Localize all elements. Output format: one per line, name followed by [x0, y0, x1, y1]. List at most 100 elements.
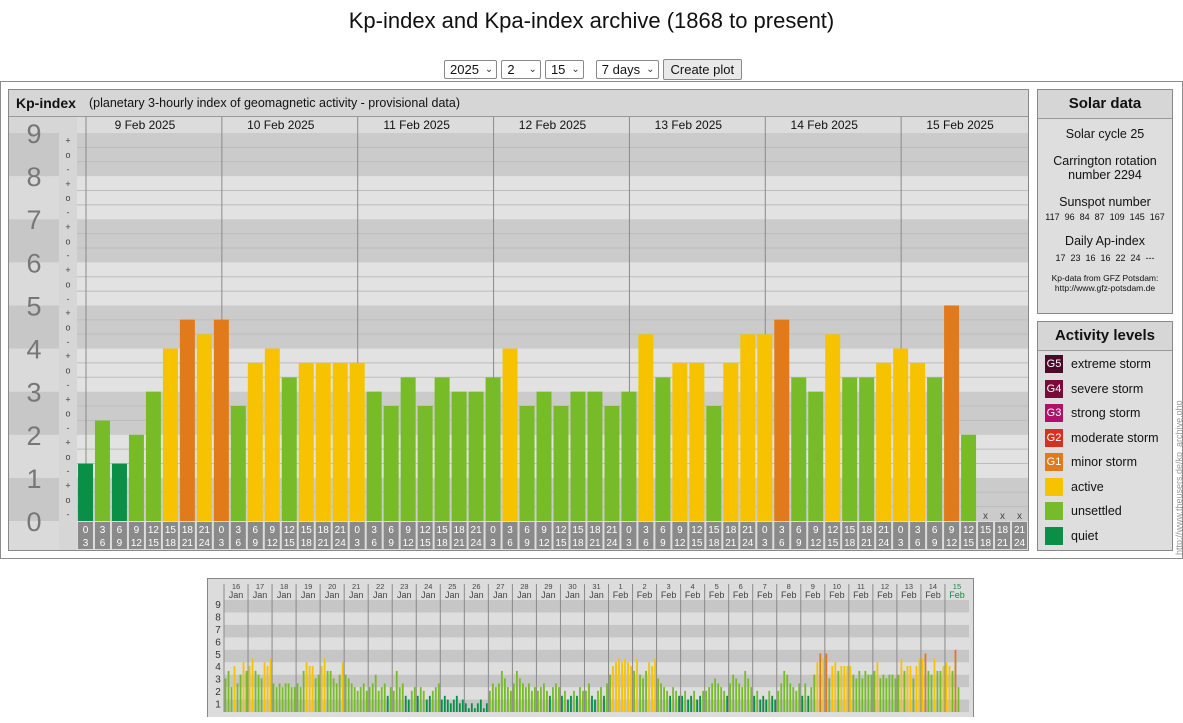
mini-kp-bar	[906, 665, 909, 712]
mini-kp-bar	[479, 699, 482, 712]
mini-kp-bar	[624, 658, 626, 712]
minor-tick-label: o	[65, 452, 70, 462]
hour-label-cell	[298, 522, 314, 549]
mini-day-number: 25	[448, 582, 456, 591]
period-select[interactable]: 7 days ⌄	[595, 60, 659, 79]
minor-tick-label: +	[65, 136, 70, 146]
solar-cycle: Solar cycle 25	[1065, 127, 1145, 141]
hour-label-cell	[927, 522, 943, 549]
year-select[interactable]: 2025 ⌄	[444, 60, 498, 79]
mini-kp-bar	[645, 670, 647, 712]
mini-kp-bar	[786, 674, 789, 712]
mini-day-number: 7	[763, 582, 767, 591]
mini-kp-bar	[446, 699, 449, 712]
mini-kp-bar	[714, 678, 717, 712]
hour-label-cell	[315, 522, 331, 549]
hour-end-label: 24	[606, 538, 618, 549]
mini-kp-bar	[263, 662, 266, 712]
hour-start-label: 3	[507, 525, 513, 536]
minor-tick-label: +	[65, 394, 70, 404]
hour-end-label: 12	[946, 538, 958, 549]
hour-label-cell	[876, 522, 892, 549]
mini-kp-bar	[684, 690, 687, 712]
day-select[interactable]: 15 ⌄	[544, 60, 584, 79]
hour-end-label: 18	[165, 538, 177, 549]
hour-label-cell	[468, 522, 484, 549]
mini-y-tick-label: 7	[215, 625, 221, 636]
kp-bar	[451, 391, 467, 521]
mini-kp-bar	[852, 674, 855, 712]
hour-end-label: 6	[371, 538, 377, 549]
mini-kp-bar	[422, 690, 425, 712]
mini-kp-bar	[242, 662, 245, 712]
mini-kp-bar	[798, 683, 801, 712]
kp-level-band	[77, 305, 1028, 349]
hour-start-label: 6	[660, 525, 666, 536]
minor-tick-label: +	[65, 351, 70, 361]
minor-tick-label: +	[65, 308, 70, 318]
mini-kp-bar	[488, 690, 491, 712]
mini-kp-bar	[795, 690, 798, 712]
hour-label-cell	[723, 522, 739, 549]
kp-bar	[383, 405, 399, 521]
hour-end-label: 9	[253, 538, 259, 549]
mini-kp-bar	[494, 687, 497, 712]
hour-label-cell	[230, 522, 246, 549]
hour-start-label: 3	[915, 525, 921, 536]
mini-kp-bar	[311, 665, 314, 712]
mini-kp-bar	[329, 670, 332, 712]
mini-kp-bar	[341, 662, 344, 712]
minor-tick-label: o	[65, 366, 70, 376]
ap-index-label: Daily Ap-index	[1065, 234, 1145, 248]
hour-label-cell	[672, 522, 688, 549]
mini-kp-bar	[371, 683, 374, 712]
mini-kp-bar	[528, 683, 530, 712]
hour-label-cell	[757, 522, 773, 549]
hour-end-label: 24	[335, 538, 347, 549]
carrington-line-1: Carrington rotation	[1053, 154, 1157, 168]
mini-kp-bar	[768, 690, 771, 712]
activity-levels-panel: Activity levels G5 extreme storm G4 severe …	[1037, 321, 1173, 551]
mini-kp-bar	[957, 687, 960, 712]
mini-kp-bar	[416, 695, 419, 712]
mini-month-label: Jan	[253, 590, 268, 600]
hour-start-label: 21	[878, 525, 890, 536]
mini-kp-bar	[630, 665, 632, 712]
mini-y-tick-label: 4	[215, 662, 221, 673]
mini-level-band	[224, 624, 969, 638]
minor-tick-label: +	[65, 222, 70, 232]
kp-bar	[247, 362, 263, 521]
hour-label-cell	[1012, 522, 1027, 549]
mini-kp-bar	[930, 674, 933, 712]
activity-level-swatch: G2	[1045, 428, 1063, 447]
solar-data-header: Solar data	[1038, 90, 1172, 119]
kp-bar	[179, 319, 195, 521]
hour-label-cell	[961, 522, 977, 549]
mini-day-number: 12	[881, 582, 889, 591]
kp-bar	[706, 405, 722, 521]
mini-kp-bar	[359, 687, 362, 712]
period-select-value: 7 days	[601, 62, 641, 77]
mini-kp-bar	[585, 690, 587, 712]
hour-end-label: 12	[810, 538, 822, 549]
mini-day-number: 24	[424, 582, 432, 591]
hour-start-label: 12	[691, 525, 703, 536]
mini-level-band	[224, 662, 969, 675]
mini-kp-bar	[858, 670, 861, 712]
hour-end-label: 6	[643, 538, 649, 549]
create-plot-button[interactable]: Create plot	[662, 59, 743, 80]
mini-kp-bar	[281, 687, 284, 712]
mini-kp-bar	[377, 690, 380, 712]
activity-level-label: extreme storm	[1071, 357, 1151, 371]
mini-month-label: Feb	[853, 590, 869, 600]
minor-tick-label: -	[67, 509, 70, 519]
side-url: http://www.theusers.de/kp_archive.php	[1174, 400, 1183, 555]
mini-kp-bar	[792, 687, 795, 712]
hour-end-label: 3	[83, 538, 89, 549]
kp-bar	[94, 420, 110, 521]
mini-kp-bar	[780, 683, 783, 712]
month-select[interactable]: 2 ⌄	[501, 60, 541, 79]
hour-label-cell	[859, 522, 875, 549]
mini-day-number: 23	[400, 582, 408, 591]
mini-kp-bar	[284, 683, 287, 712]
